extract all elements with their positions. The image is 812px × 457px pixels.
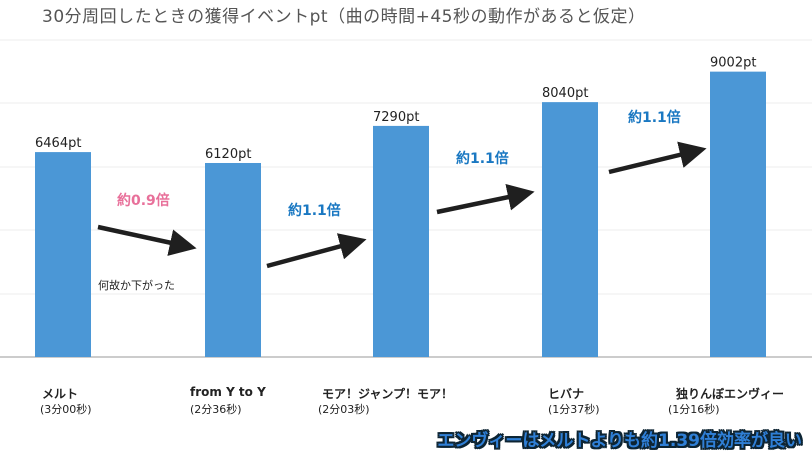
ratio-arrow-4 xyxy=(608,141,707,175)
category-duration-5: (1分16秒) xyxy=(668,403,720,416)
chart-title: 30分周回したときの獲得イベントpt（曲の時間+45秒の動作があると仮定） xyxy=(42,7,646,27)
ratio-annotation-1: 約0.9倍 xyxy=(117,192,170,209)
ratio-arrow-3 xyxy=(436,183,535,215)
category-label-4: ヒバナ xyxy=(548,387,585,401)
bar-4 xyxy=(542,102,598,358)
category-label-1: メルト xyxy=(42,387,79,401)
bar-1 xyxy=(35,152,91,357)
category-label-2: from Y to Y xyxy=(190,385,266,399)
ratio-annotation-4: 約1.1倍 xyxy=(628,109,681,126)
note-annotation: 何故か下がった xyxy=(98,278,175,292)
bar-2 xyxy=(205,162,261,357)
ratio-arrow-1 xyxy=(97,224,197,256)
category-duration-3: (2分03秒) xyxy=(318,403,370,416)
category-duration-2: (2分36秒) xyxy=(190,403,242,416)
category-duration-1: (3分00秒) xyxy=(40,403,92,416)
summary-banner: エンヴィーはメルトよりも約1.39倍効率が良い xyxy=(437,431,802,451)
category-duration-4: (1分37秒) xyxy=(548,403,600,416)
bar-value-label-1: 6464pt xyxy=(35,136,81,151)
category-label-3: モア！ジャンプ！モア！ xyxy=(322,387,454,401)
bar-value-label-2: 6120pt xyxy=(205,147,251,162)
bar-value-label-5: 9002pt xyxy=(710,56,756,71)
ratio-annotation-3: 約1.1倍 xyxy=(456,150,509,167)
bar-3 xyxy=(373,125,429,357)
bar-value-label-4: 8040pt xyxy=(542,86,588,101)
ratio-arrow-2 xyxy=(266,233,367,269)
ratio-annotation-2: 約1.1倍 xyxy=(288,202,341,219)
bar-5 xyxy=(710,71,766,357)
bar-value-label-3: 7290pt xyxy=(373,110,419,125)
category-label-5: 独りんぼエンヴィー xyxy=(676,387,785,401)
